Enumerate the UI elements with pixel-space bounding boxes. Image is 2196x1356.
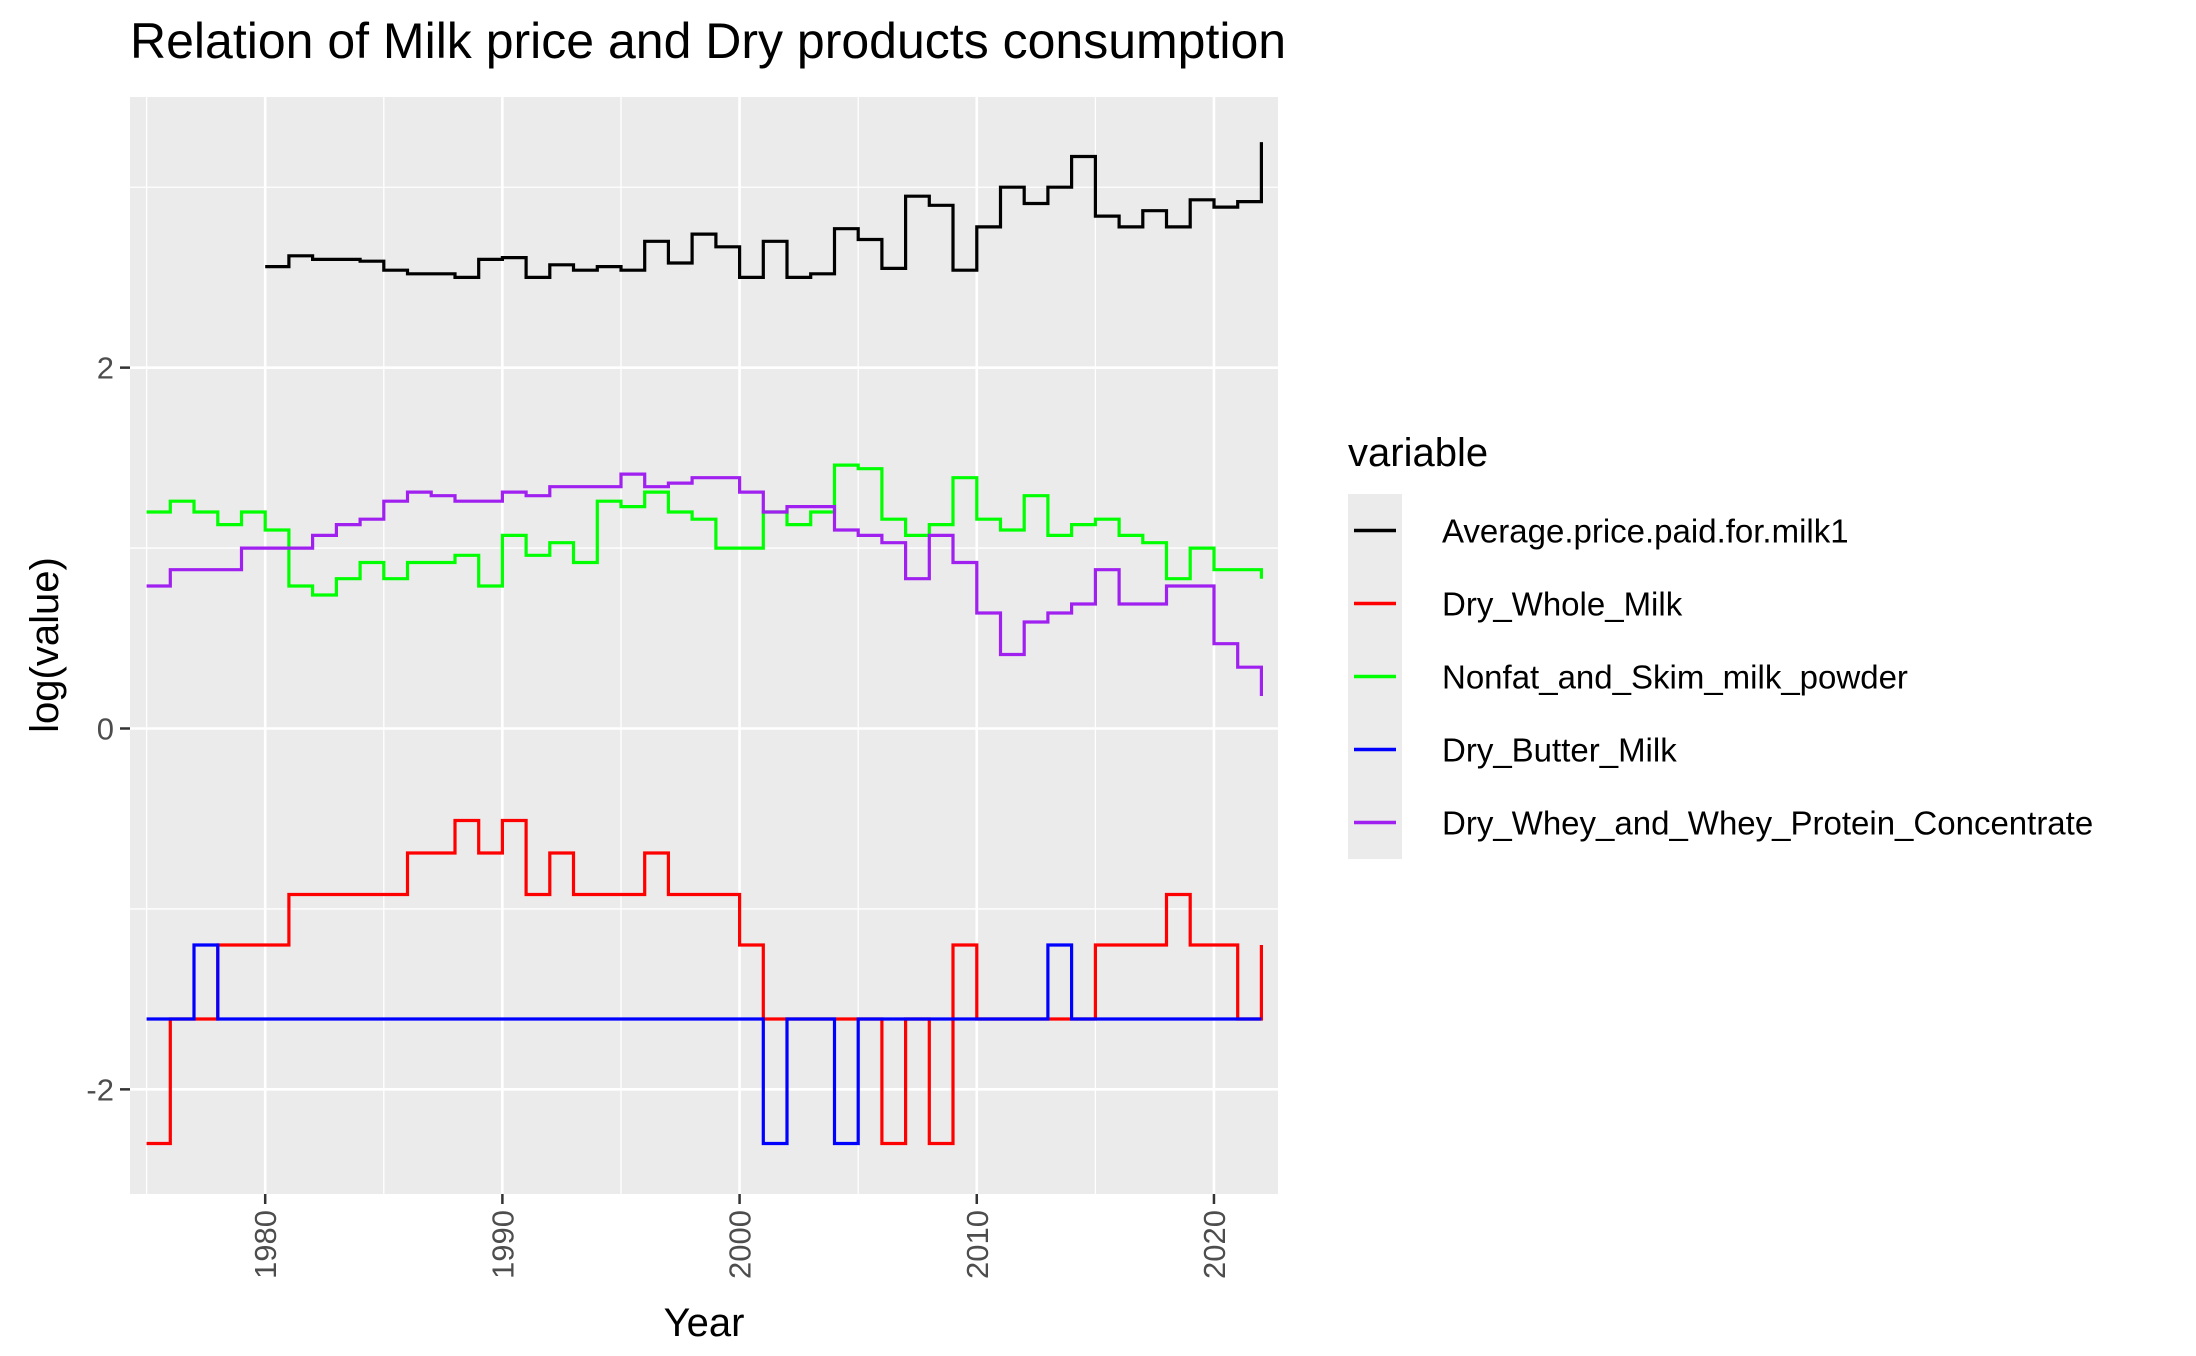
legend-label: Dry_Butter_Milk bbox=[1442, 732, 1677, 769]
x-tick-label: 1980 bbox=[248, 1210, 283, 1279]
series-line-average-price-paid-for-milk1 bbox=[265, 142, 1263, 279]
series-line-dry-butter-milk bbox=[146, 943, 1262, 1146]
series-line-dry-whole-milk bbox=[146, 818, 1263, 1146]
plot-panel bbox=[130, 97, 1278, 1194]
legend-label: Dry_Whey_and_Whey_Protein_Concentrate bbox=[1442, 805, 2093, 842]
y-tick-label: 2 bbox=[97, 351, 114, 386]
chart-title: Relation of Milk price and Dry products … bbox=[130, 13, 1286, 69]
x-tick-label: 1990 bbox=[485, 1210, 520, 1279]
y-tick-label: 0 bbox=[97, 711, 114, 746]
legend-label: Nonfat_and_Skim_milk_powder bbox=[1442, 659, 1908, 696]
legend-title: variable bbox=[1348, 431, 1488, 475]
y-axis-label: log(value) bbox=[23, 557, 67, 733]
legend-label: Average.price.paid.for.milk1 bbox=[1442, 513, 1849, 550]
x-tick-label: 2000 bbox=[723, 1210, 758, 1279]
legend-label: Dry_Whole_Milk bbox=[1442, 586, 1683, 623]
y-axis: -2 0 2 bbox=[86, 351, 130, 1107]
x-tick-label: 2010 bbox=[960, 1210, 995, 1279]
grid-major bbox=[130, 97, 1278, 1194]
series-line-nonfat-and-skim-milk-powder bbox=[146, 463, 1263, 597]
series-lines bbox=[146, 142, 1263, 1146]
grid-minor bbox=[130, 97, 1278, 1194]
legend: variable Average.price.paid.for.milk1 Dry… bbox=[1348, 431, 2093, 859]
legend-items: Average.price.paid.for.milk1 Dry_Whole_Mi… bbox=[1348, 494, 2093, 859]
x-axis: 1980 1990 2000 2010 2020 bbox=[248, 1194, 1232, 1279]
x-tick-label: 2020 bbox=[1197, 1210, 1232, 1279]
y-tick-label: -2 bbox=[86, 1072, 114, 1107]
x-axis-label: Year bbox=[664, 1301, 745, 1345]
series-line-dry-whey-and-whey-protein-concentrate bbox=[146, 472, 1263, 696]
